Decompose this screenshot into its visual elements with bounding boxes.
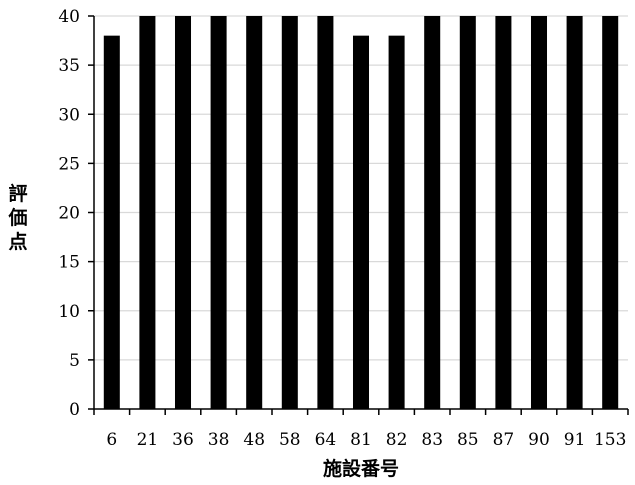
y-axis-title-char: 点: [8, 231, 27, 253]
y-axis-title-char: 評: [8, 182, 27, 205]
bar-21: [139, 16, 156, 409]
x-tick-label: 87: [493, 430, 515, 450]
x-axis-title: 施設番号: [323, 457, 399, 480]
bar-153: [602, 16, 619, 409]
y-tick-label: 40: [58, 7, 80, 27]
x-tick-label: 90: [528, 430, 550, 450]
x-tick-label: 36: [172, 430, 194, 450]
y-tick-label: 10: [58, 302, 80, 322]
x-tick-label: 48: [243, 430, 265, 450]
x-tick-label: 6: [106, 430, 117, 450]
y-tick-label: 35: [58, 56, 80, 76]
x-tick-label: 64: [315, 430, 337, 450]
x-tick-label: 81: [350, 430, 372, 450]
y-tick-label: 15: [58, 253, 80, 273]
y-tick-label: 5: [69, 351, 80, 371]
x-tick-label: 21: [137, 430, 159, 450]
x-tick-label: 83: [421, 430, 443, 450]
bar-48: [246, 16, 263, 409]
y-tick-labels: 0 5 10 15 20 25 30 35 40: [58, 7, 80, 420]
bar-85: [459, 16, 476, 409]
y-axis-title: 評価点: [7, 182, 27, 253]
bar-81: [352, 35, 370, 410]
bar-90: [530, 16, 548, 409]
bars: [103, 16, 619, 410]
bar-6: [103, 35, 120, 410]
x-tick-label: 58: [279, 430, 301, 450]
x-tick-labels: 6 21 36 38 48 58 64 81 82 83 85 87 90 91 153: [106, 430, 626, 450]
x-tick-label: 91: [564, 430, 586, 450]
x-tick-label: 82: [386, 430, 408, 450]
bar-87: [495, 16, 512, 409]
y-axis-title-char: 価: [7, 207, 27, 229]
bar-83: [424, 16, 441, 409]
x-tick-label: 153: [594, 430, 626, 450]
bar-64: [317, 16, 334, 409]
y-tick-label: 20: [58, 204, 80, 224]
bar-91: [566, 16, 583, 409]
bar-36: [174, 16, 192, 409]
x-tick-label: 85: [457, 430, 479, 450]
axes: [88, 15, 629, 415]
bar-82: [388, 35, 405, 410]
y-tick-label: 30: [58, 105, 80, 125]
y-tick-label: 0: [69, 400, 80, 420]
y-tick-label: 25: [58, 154, 80, 174]
bar-58: [281, 16, 298, 409]
bar-38: [210, 16, 227, 409]
x-tick-label: 38: [208, 430, 230, 450]
